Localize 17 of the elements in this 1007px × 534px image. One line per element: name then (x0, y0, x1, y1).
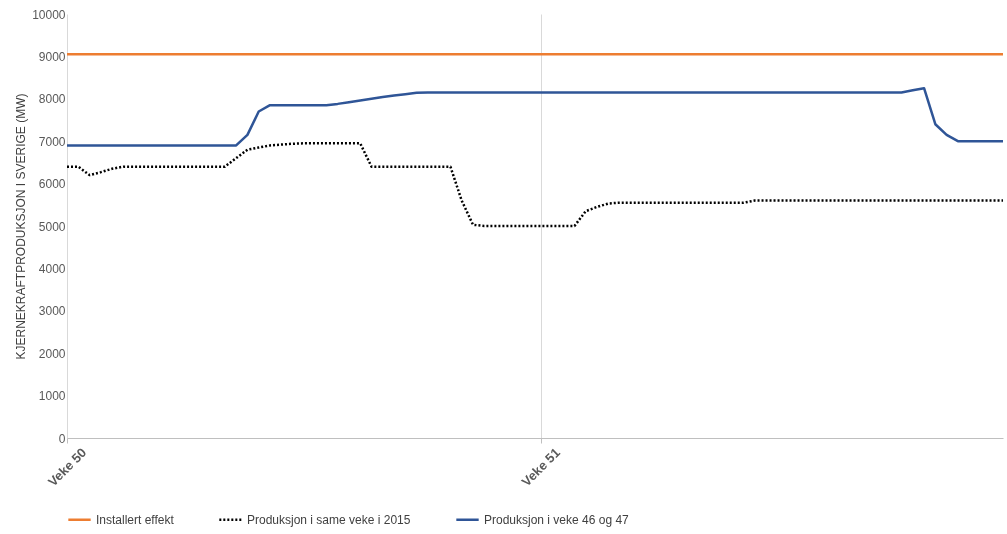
y-tick-label: 10000 (32, 7, 66, 22)
legend-label: Produksjon i same veke i 2015 (247, 512, 411, 527)
y-tick-label: 3000 (38, 304, 66, 319)
legend-label: Produksjon i veke 46 og 47 (484, 512, 630, 527)
line-series (65, 142, 1005, 228)
y-tick-label: 2000 (38, 346, 66, 361)
y-tick-label: 0 (58, 431, 66, 446)
y-tick-label: 6000 (38, 177, 66, 192)
y-tick-label: 8000 (38, 92, 66, 107)
y-tick-label: 7000 (38, 134, 66, 149)
y-tick-label: 4000 (38, 261, 66, 276)
legend-label: Installert effekt (96, 512, 175, 527)
y-tick-label: 1000 (38, 389, 66, 404)
line-series (65, 86, 1005, 147)
y-tick-label: 5000 (38, 219, 66, 234)
y-axis-title: KJERNEKRAFTPRODUKSJON I SVERIGE (MW) (14, 93, 29, 360)
y-tick-label: 9000 (38, 49, 66, 64)
